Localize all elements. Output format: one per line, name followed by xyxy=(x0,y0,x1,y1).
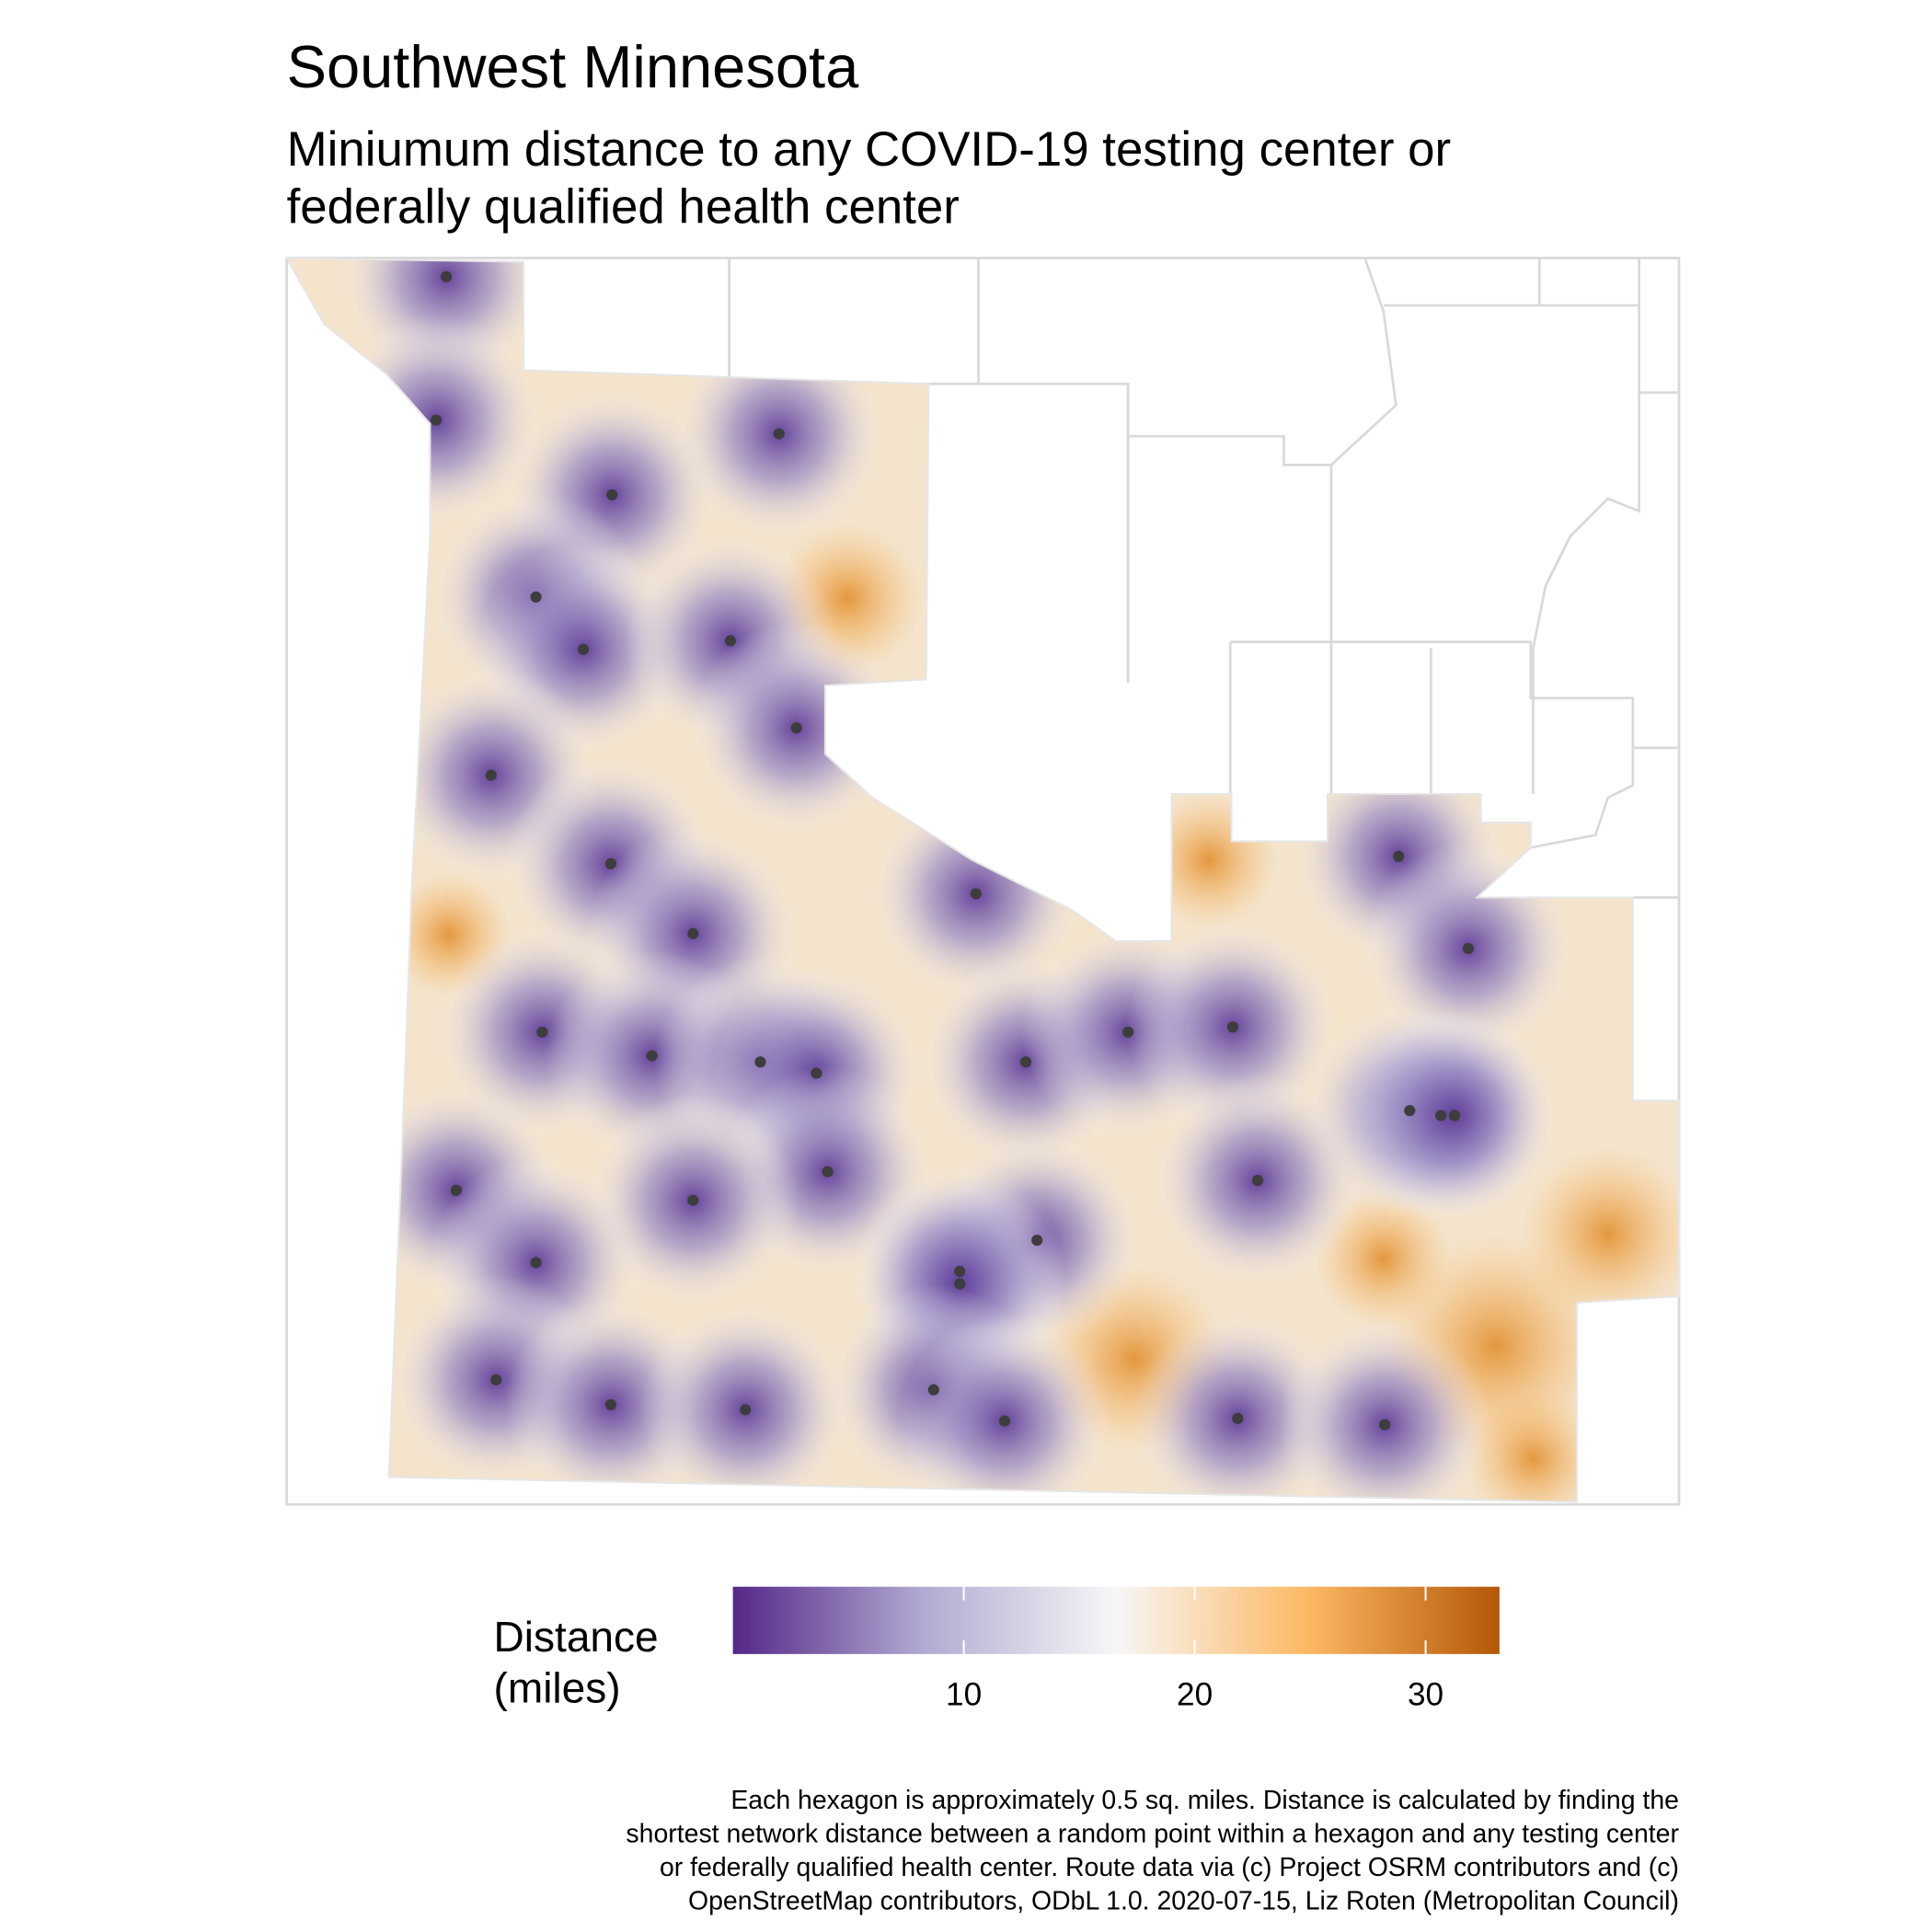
facility-point xyxy=(790,722,802,734)
facility-point xyxy=(811,1067,822,1079)
facility-point xyxy=(970,888,982,900)
facility-point xyxy=(606,489,618,500)
legend-title: (miles) xyxy=(494,1664,621,1712)
caption-line: shortest network distance between a rand… xyxy=(626,1819,1679,1848)
facility-point xyxy=(1449,1110,1461,1121)
title: Southwest Minnesota xyxy=(287,33,859,100)
caption: Each hexagon is approximately 0.5 sq. mi… xyxy=(626,1786,1679,1916)
facility-point xyxy=(927,1384,939,1396)
facility-point xyxy=(1232,1412,1244,1424)
facility-points xyxy=(431,270,1475,1431)
facility-point xyxy=(822,1166,834,1178)
facility-point xyxy=(485,769,497,781)
legend-ticks: 10 20 30 xyxy=(946,1586,1443,1712)
legend-colorbar xyxy=(732,1586,1500,1654)
facility-point xyxy=(536,1026,548,1038)
distance-surface xyxy=(285,257,1680,1503)
facility-point xyxy=(530,1257,542,1269)
facility-point xyxy=(490,1374,502,1386)
facility-point xyxy=(1251,1174,1264,1187)
subtitle: federally qualified health center xyxy=(287,180,960,235)
facility-point xyxy=(440,270,453,282)
facility-point xyxy=(431,414,443,426)
facility-point xyxy=(604,1398,616,1410)
facility-point xyxy=(646,1050,658,1062)
caption-line: Each hexagon is approximately 0.5 sq. mi… xyxy=(730,1786,1679,1815)
facility-point xyxy=(998,1415,1011,1427)
caption-line: OpenStreetMap contributors, ODbL 1.0. 20… xyxy=(688,1887,1679,1916)
facility-point xyxy=(1031,1234,1043,1247)
facility-point xyxy=(1404,1105,1416,1117)
subtitle: Miniumum distance to any COVID-19 testin… xyxy=(287,122,1451,177)
caption-line: or federally qualified health center. Ro… xyxy=(660,1853,1679,1882)
facility-point xyxy=(1462,942,1475,955)
facility-point xyxy=(1019,1056,1032,1068)
legend-tick-label: 30 xyxy=(1408,1676,1443,1712)
facility-point xyxy=(1226,1021,1239,1033)
legend-title: Distance xyxy=(494,1613,659,1661)
legend-tick-label: 10 xyxy=(946,1676,982,1712)
facility-point xyxy=(530,591,542,604)
facility-point xyxy=(1393,850,1405,862)
legend-tick-label: 20 xyxy=(1177,1676,1213,1712)
facility-point xyxy=(1122,1026,1134,1038)
facility-point xyxy=(577,643,590,655)
facility-point xyxy=(687,927,699,939)
facility-point xyxy=(1379,1419,1391,1431)
facility-point xyxy=(754,1056,766,1068)
facility-point xyxy=(450,1184,462,1196)
facility-point xyxy=(773,428,785,440)
facility-point xyxy=(740,1404,752,1416)
facility-point xyxy=(1435,1110,1447,1121)
facility-point xyxy=(687,1194,699,1206)
facility-point xyxy=(954,1278,966,1290)
facility-point xyxy=(724,635,737,647)
county-outlines xyxy=(285,257,1681,1506)
facility-point xyxy=(604,857,616,869)
facility-point xyxy=(954,1265,966,1278)
